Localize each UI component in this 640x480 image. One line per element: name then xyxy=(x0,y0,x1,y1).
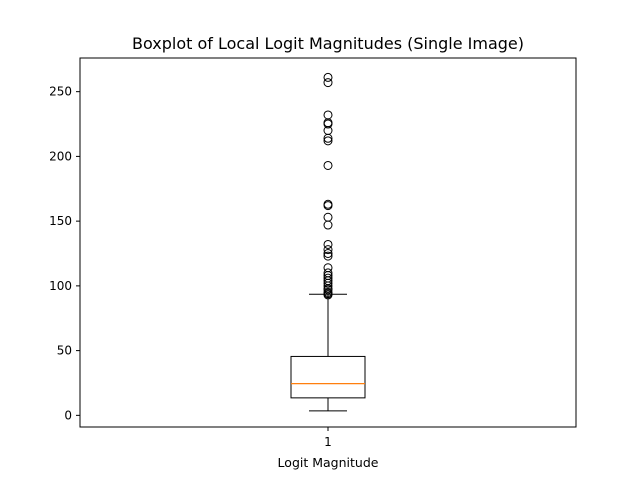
y-tick-label: 0 xyxy=(64,408,72,422)
iqr-box xyxy=(290,355,366,399)
outlier-point xyxy=(323,239,333,249)
outlier-point xyxy=(323,136,333,146)
y-tick-label: 100 xyxy=(49,279,72,293)
outlier-point xyxy=(323,119,333,129)
y-tick-label: 250 xyxy=(49,85,72,99)
outlier-point xyxy=(323,285,333,295)
outlier-point xyxy=(323,249,333,259)
y-tick-label: 50 xyxy=(57,344,72,358)
outlier-point xyxy=(323,110,333,120)
box-series xyxy=(290,293,366,412)
y-tick-label: 150 xyxy=(49,214,72,228)
outlier-point xyxy=(323,201,333,211)
outlier-point xyxy=(323,278,333,288)
outlier-point xyxy=(323,133,333,143)
y-tick-label: 200 xyxy=(49,149,72,163)
outlier-point xyxy=(323,220,333,230)
outlier-point xyxy=(323,78,333,88)
outlier-point xyxy=(323,212,333,222)
plot-area-frame xyxy=(79,57,577,428)
x-axis-label: Logit Magnitude xyxy=(278,455,379,470)
outlier-point xyxy=(323,290,333,300)
outlier-point xyxy=(323,245,333,255)
outlier-point xyxy=(323,251,333,261)
outlier-point xyxy=(323,160,333,170)
outlier-point xyxy=(323,72,333,82)
x-tick-label: 1 xyxy=(324,435,332,449)
x-axis: 1 xyxy=(324,427,332,449)
chart-title: Boxplot of Local Logit Magnitudes (Singl… xyxy=(132,34,524,53)
y-axis: 0 50 100 150 200 250 xyxy=(49,85,80,422)
outlier-points xyxy=(323,72,333,300)
